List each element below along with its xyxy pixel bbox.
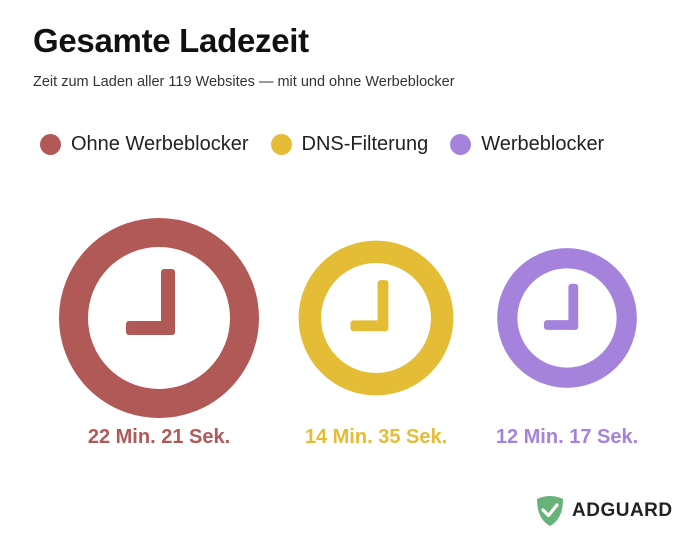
legend-label: Ohne Werbeblocker <box>71 133 249 155</box>
value-label: 22 Min. 21 Sek. <box>87 426 231 448</box>
legend-dot-icon <box>40 134 61 155</box>
minute-hand <box>568 283 579 330</box>
shield-check-icon <box>537 496 563 526</box>
clock-mark <box>59 218 259 418</box>
clock-ring <box>497 248 637 388</box>
logo-text: ADGUARD <box>572 500 673 521</box>
hour-hand <box>126 321 175 335</box>
legend-item-ohne: Ohne Werbeblocker <box>40 133 249 156</box>
clock-mark <box>298 240 454 396</box>
legend-label: DNS-Filterung <box>301 133 429 155</box>
clock-ring <box>298 240 454 396</box>
clock-ring <box>59 218 259 418</box>
chart-title: Gesamte Ladezeit <box>33 22 309 59</box>
minute-hand <box>161 269 175 335</box>
chart-subtitle: Zeit zum Laden aller 119 Websites — mit … <box>33 74 455 90</box>
adguard-logo: ADGUARD <box>536 495 673 527</box>
legend-item-werbeblocker: Werbeblocker <box>450 133 604 156</box>
legend-item-dns: DNS-Filterung <box>270 133 429 156</box>
legend-label: Werbeblocker <box>481 133 605 155</box>
value-label: 12 Min. 17 Sek. <box>495 426 639 448</box>
hour-hand <box>543 320 579 330</box>
hour-hand <box>350 320 389 332</box>
legend-dot-icon <box>270 134 292 155</box>
legend: Ohne Werbeblocker DNS-Filterung Werbeblo… <box>40 133 626 156</box>
minute-hand <box>377 280 389 332</box>
clock-mark <box>497 248 637 388</box>
value-label: 14 Min. 35 Sek. <box>304 426 448 448</box>
legend-dot-icon <box>450 134 472 155</box>
